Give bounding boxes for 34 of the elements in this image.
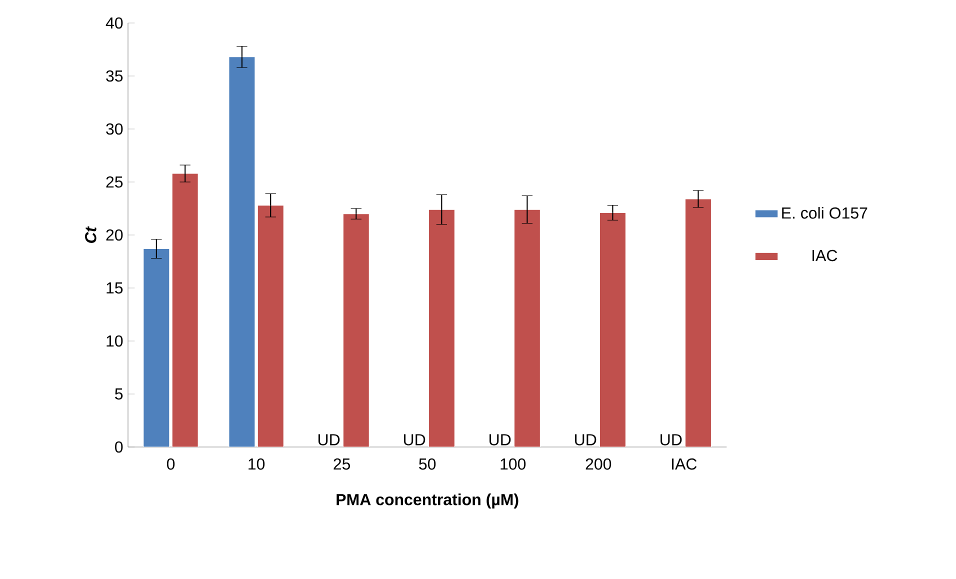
x-tick-label: 100: [500, 458, 526, 470]
bar: [172, 173, 198, 447]
annotation: UD: [404, 434, 426, 446]
x-tick-label: 25: [334, 458, 350, 470]
legend-label: E. coli O157: [782, 206, 868, 219]
bar: [428, 209, 455, 447]
y-tick-label: 15: [106, 282, 123, 294]
bar: [514, 209, 540, 447]
y-tick-label: 20: [106, 229, 123, 241]
x-tick-label: 50: [419, 458, 436, 470]
y-tick-label: 0: [115, 441, 123, 453]
annotation: UD: [318, 434, 340, 446]
x-tick-label: 10: [248, 458, 265, 470]
x-tick-label: IAC: [672, 458, 697, 470]
y-tick-label: 25: [106, 176, 123, 188]
bar: [257, 205, 284, 447]
annotation: UD: [660, 434, 682, 446]
legend-label: IAC: [812, 250, 838, 262]
y-tick-label: 35: [106, 70, 123, 82]
bar: [342, 214, 370, 447]
y-tick-label: 40: [106, 17, 123, 29]
y-tick-label: 10: [106, 335, 123, 347]
bar: [143, 248, 170, 447]
bar: [228, 56, 256, 447]
x-axis-title: PMA concentration (µM): [336, 494, 518, 508]
x-tick-label: 200: [586, 458, 612, 470]
annotation: UD: [490, 434, 511, 446]
bar: [599, 212, 626, 447]
y-axis-title: Ct: [85, 226, 96, 243]
x-tick-label: 0: [166, 458, 175, 470]
y-tick-label: 5: [115, 388, 123, 400]
bar: [684, 198, 712, 447]
annotation: UD: [575, 434, 596, 446]
y-tick-label: 30: [106, 123, 123, 135]
